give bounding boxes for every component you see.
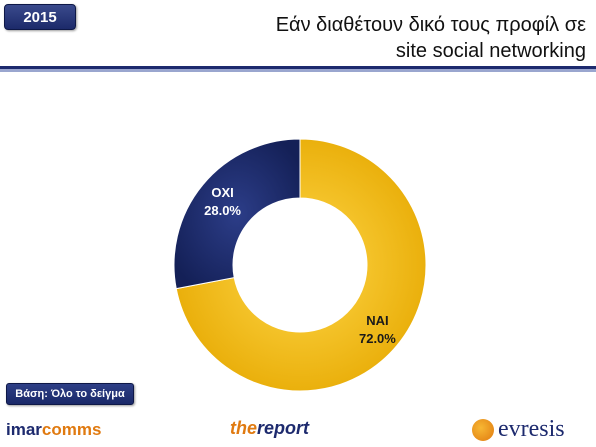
slice-label-no: ΟΧΙ (211, 185, 233, 200)
slice-yes (175, 138, 427, 392)
imarcomms-logo: imarcomms (6, 420, 102, 439)
slice-value-yes: 72.0% (359, 331, 396, 346)
slice-label-yes: ΝΑΙ (366, 313, 388, 328)
base-note-badge: Βάση: Όλο το δείγμα (6, 383, 134, 405)
chart-title: Εάν διαθέτουν δικό τους προφίλ σε site s… (166, 12, 586, 64)
year-label: 2015 (23, 8, 57, 26)
thereport-logo: thereport (230, 418, 310, 438)
header-rule-light (0, 69, 596, 72)
title-line-2: site social networking (395, 40, 586, 62)
year-badge: 2015 (4, 4, 76, 30)
slice-value-no: 28.0% (204, 203, 241, 218)
slice-no (173, 138, 301, 290)
title-line-1: Εάν διαθέτουν δικό τους προφίλ σε (275, 14, 586, 36)
evresis-logo: evresis (472, 416, 565, 443)
evresis-mark-icon (472, 418, 494, 441)
base-note-label: Βάση: Όλο το δείγμα (15, 388, 125, 400)
header-rule-dark (0, 66, 596, 69)
